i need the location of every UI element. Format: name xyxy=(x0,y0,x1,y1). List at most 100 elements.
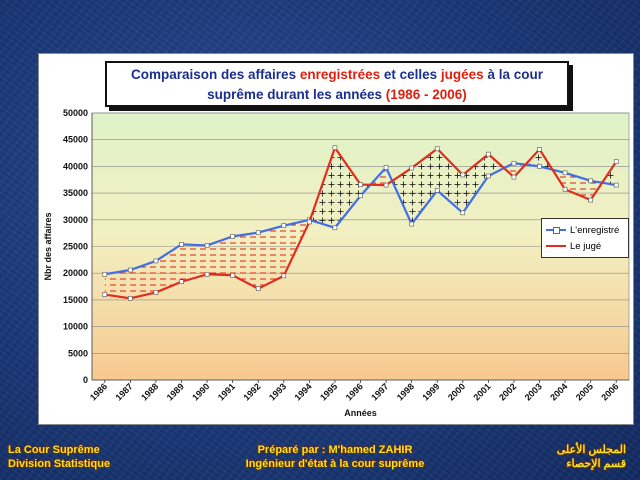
x-tick-label: 2000 xyxy=(446,381,467,402)
point-juge xyxy=(281,273,287,279)
point-juge xyxy=(307,219,312,225)
title-part-2: enregistrées xyxy=(299,67,381,82)
point-juge xyxy=(613,159,619,164)
x-tick-label: 2005 xyxy=(574,381,595,402)
point-juge xyxy=(332,145,338,151)
footer-left-line-1: La Cour Suprême xyxy=(8,444,100,456)
y-tick-label: 15000 xyxy=(63,295,88,305)
legend-label-enregistre: L'enregistré xyxy=(570,224,620,236)
point-enregistre xyxy=(434,188,440,193)
x-tick-label: 2001 xyxy=(472,381,493,402)
point-enregistre xyxy=(153,258,159,264)
point-juge xyxy=(383,182,389,188)
x-tick-label: 1988 xyxy=(139,381,160,402)
point-juge xyxy=(460,172,466,178)
x-tick-label: 1986 xyxy=(88,381,109,402)
point-juge xyxy=(434,146,440,152)
fill-juge-above xyxy=(334,147,361,228)
title-part-3: et celles xyxy=(380,67,441,82)
legend-swatch-red xyxy=(546,241,566,251)
chart-legend: L'enregistré Le jugé xyxy=(541,218,629,258)
footer-right-line-1: المجلس الأعلى xyxy=(556,444,626,456)
point-enregistre xyxy=(613,182,619,188)
x-tick-label: 1994 xyxy=(293,381,314,402)
y-tick-label: 40000 xyxy=(63,161,88,171)
fill-enregistre-above xyxy=(232,232,259,289)
point-enregistre xyxy=(588,178,593,184)
point-juge xyxy=(537,147,542,152)
point-enregistre xyxy=(281,223,287,228)
footer-center-line-1: Préparé par : M'hamed ZAHIR xyxy=(257,444,413,456)
point-juge xyxy=(588,197,593,203)
fill-juge-above xyxy=(488,154,505,177)
point-juge xyxy=(562,187,568,192)
y-tick-label: 50000 xyxy=(63,108,88,118)
point-enregistre xyxy=(204,243,210,248)
x-tick-label: 2004 xyxy=(548,381,569,402)
legend-item-juge: Le jugé xyxy=(546,238,624,254)
x-tick-label: 1997 xyxy=(369,381,390,402)
fill-juge-above xyxy=(392,168,412,225)
title-part-4: jugées xyxy=(440,67,484,82)
point-juge xyxy=(230,273,235,278)
footer-center-line-2: Ingénieur d'état à la cour suprême xyxy=(245,458,425,470)
fill-juge-above xyxy=(462,154,489,213)
y-tick-label: 0 xyxy=(83,375,88,385)
point-juge xyxy=(153,290,159,295)
title-part-1: Comparaison des affaires xyxy=(131,67,300,82)
point-juge xyxy=(409,165,414,171)
x-tick-label: 1998 xyxy=(395,381,416,402)
point-enregistre xyxy=(179,242,184,247)
fill-enregistre-above xyxy=(130,260,156,299)
point-juge xyxy=(358,182,363,187)
y-tick-label: 30000 xyxy=(63,215,88,225)
y-tick-label: 45000 xyxy=(63,135,88,145)
x-tick-label: 1995 xyxy=(318,381,339,402)
y-axis-label: Nbr des affaires xyxy=(43,212,53,280)
x-tick-label: 1996 xyxy=(344,381,365,402)
point-enregistre xyxy=(255,230,261,235)
point-enregistre xyxy=(409,221,414,227)
point-juge xyxy=(128,295,133,301)
y-tick-label: 20000 xyxy=(63,268,88,278)
x-axis-label: Années xyxy=(344,408,377,418)
point-juge xyxy=(486,151,491,157)
point-juge xyxy=(255,286,261,291)
point-enregistre xyxy=(562,170,568,176)
x-tick-label: 1989 xyxy=(165,381,186,402)
y-tick-label: 5000 xyxy=(68,348,88,358)
y-tick-label: 35000 xyxy=(63,188,88,198)
footer-right-line-2: قسم الإحصاء xyxy=(566,458,626,470)
point-juge xyxy=(179,279,184,285)
x-tick-label: 1999 xyxy=(420,381,441,402)
footer-left-line-2: Division Statistique xyxy=(8,458,111,470)
fill-enregistre-above xyxy=(104,269,131,299)
point-enregistre xyxy=(383,165,389,170)
point-enregistre xyxy=(486,173,491,179)
point-enregistre xyxy=(332,225,338,231)
x-tick-label: 1993 xyxy=(267,381,288,402)
title-part-5: à la cour xyxy=(483,67,543,82)
footer-right: المجلس الأعلى قسم الإحصاء xyxy=(557,443,626,471)
x-tick-label: 2003 xyxy=(523,381,544,402)
line-chart: 0 5000 10000 15000 20000 25000 30000 35000 40000… xyxy=(43,108,630,418)
fill-juge-above xyxy=(539,149,553,170)
title-line-2a: suprême durant les années xyxy=(207,87,386,102)
fill-enregistre-above xyxy=(207,236,233,276)
footer-center: Préparé par : M'hamed ZAHIR Ingénieur d'… xyxy=(200,443,470,471)
point-juge xyxy=(204,271,210,277)
point-enregistre xyxy=(102,271,108,277)
point-enregistre xyxy=(128,267,133,273)
chart-panel: 0 5000 10000 15000 20000 25000 30000 35000 40000… xyxy=(38,53,634,425)
fill-enregistre-above xyxy=(155,244,182,293)
point-enregistre xyxy=(511,160,517,166)
chart-title: Comparaison des affaires enregistrées et… xyxy=(105,61,569,107)
footer-left: La Cour Suprême Division Statistique xyxy=(8,443,110,471)
fill-juge-above xyxy=(437,148,463,213)
point-enregistre xyxy=(460,210,466,216)
y-tick-label: 10000 xyxy=(63,322,88,332)
point-enregistre xyxy=(537,164,542,169)
fill-juge-above xyxy=(411,148,438,225)
point-enregistre xyxy=(358,193,363,199)
x-tick-label: 1987 xyxy=(114,381,135,402)
